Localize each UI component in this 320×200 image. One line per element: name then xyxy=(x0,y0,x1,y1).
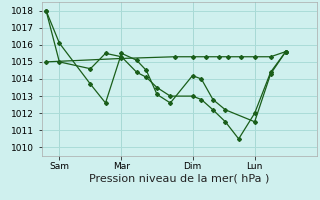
X-axis label: Pression niveau de la mer( hPa ): Pression niveau de la mer( hPa ) xyxy=(89,173,269,183)
